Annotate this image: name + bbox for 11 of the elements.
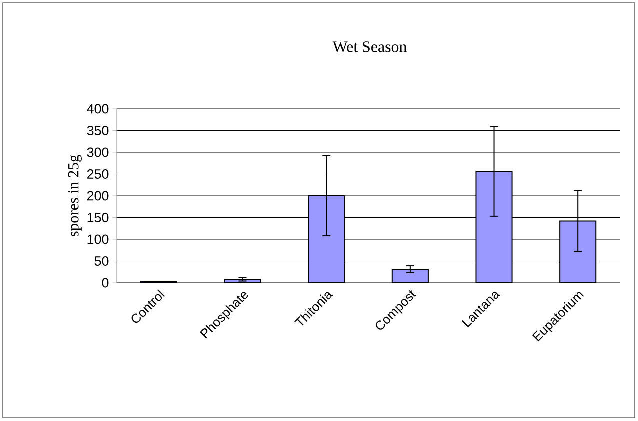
y-tick-label: 100 bbox=[88, 234, 109, 244]
y-axis-title: spores in 25g bbox=[68, 155, 82, 237]
y-tick-label: 150 bbox=[88, 212, 109, 223]
y-tick-label: 200 bbox=[87, 191, 109, 201]
y-tick-label: 0 bbox=[102, 278, 109, 288]
y-tick-label: 300 bbox=[87, 148, 109, 158]
y-tick-label: 50 bbox=[94, 256, 109, 266]
y-tick-label: 400 bbox=[87, 104, 109, 114]
y-tick-label: 350 bbox=[87, 126, 109, 136]
chart-title: Wet Season bbox=[332, 42, 407, 52]
y-tick-label: 250 bbox=[87, 169, 109, 180]
